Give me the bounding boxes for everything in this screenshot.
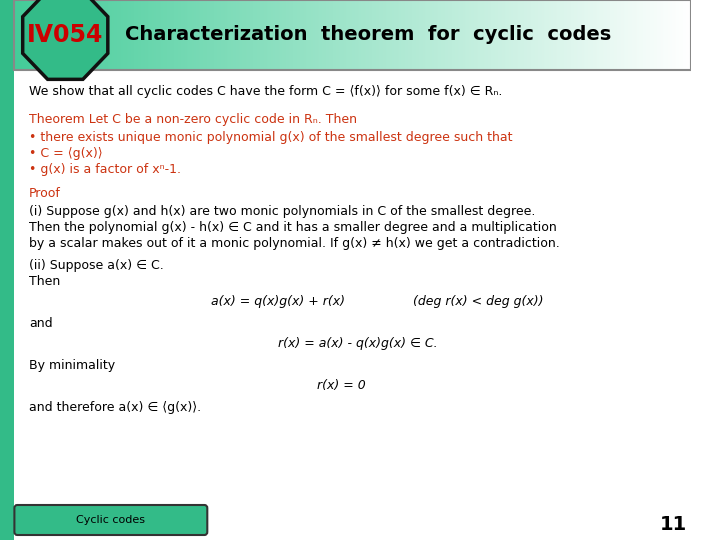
Polygon shape — [23, 0, 108, 79]
Text: • C = ⟨g(x)⟩: • C = ⟨g(x)⟩ — [29, 147, 102, 160]
Text: Then the polynomial g(x) - h(x) ∈ C and it has a smaller degree and a multiplica: Then the polynomial g(x) - h(x) ∈ C and … — [29, 221, 557, 234]
Text: Then: Then — [29, 275, 60, 288]
Bar — [0, 0, 14, 540]
Text: • g(x) is a factor of xⁿ-1.: • g(x) is a factor of xⁿ-1. — [29, 163, 181, 176]
Text: r(x) = 0: r(x) = 0 — [317, 379, 366, 392]
Text: a(x) = q(x)g(x) + r(x): a(x) = q(x)g(x) + r(x) — [211, 295, 345, 308]
Text: Theorem Let C be a non-zero cyclic code in Rₙ. Then: Theorem Let C be a non-zero cyclic code … — [29, 113, 357, 126]
Text: (deg r(x) < deg g(x)): (deg r(x) < deg g(x)) — [413, 295, 543, 308]
Text: and therefore a(x) ∈ ⟨g(x)⟩.: and therefore a(x) ∈ ⟨g(x)⟩. — [29, 401, 201, 414]
Text: By minimality: By minimality — [29, 359, 115, 372]
FancyBboxPatch shape — [14, 505, 207, 535]
Text: and: and — [29, 317, 53, 330]
Text: by a scalar makes out of it a monic polynomial. If g(x) ≠ h(x) we get a contradi: by a scalar makes out of it a monic poly… — [29, 237, 559, 250]
Text: Characterization  theorem  for  cyclic  codes: Characterization theorem for cyclic code… — [125, 25, 611, 44]
Text: (i) Suppose g(x) and h(x) are two monic polynomials in C of the smallest degree.: (i) Suppose g(x) and h(x) are two monic … — [29, 205, 535, 218]
Text: r(x) = a(x) - q(x)g(x) ∈ C.: r(x) = a(x) - q(x)g(x) ∈ C. — [279, 337, 438, 350]
Bar — [14, 0, 691, 70]
Text: Proof: Proof — [29, 187, 60, 200]
Text: 11: 11 — [660, 515, 688, 534]
Text: Cyclic codes: Cyclic codes — [76, 515, 145, 525]
Text: IV054: IV054 — [27, 23, 104, 47]
Text: • there exists unique monic polynomial g(x) of the smallest degree such that: • there exists unique monic polynomial g… — [29, 131, 513, 144]
Text: (ii) Suppose a(x) ∈ C.: (ii) Suppose a(x) ∈ C. — [29, 259, 163, 272]
Text: We show that all cyclic codes C have the form C = ⟨f(x)⟩ for some f(x) ∈ Rₙ.: We show that all cyclic codes C have the… — [29, 85, 502, 98]
